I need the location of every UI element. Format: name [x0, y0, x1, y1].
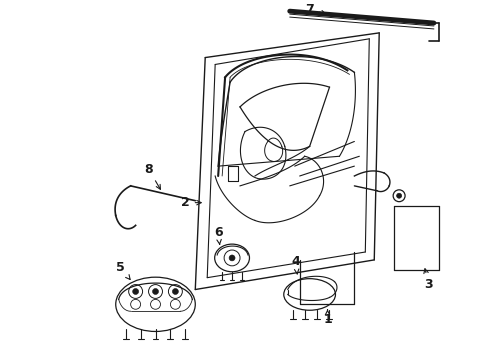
Text: 4: 4: [291, 255, 300, 274]
Text: 2: 2: [181, 196, 201, 209]
Text: 6: 6: [213, 226, 222, 244]
Text: 7: 7: [305, 3, 325, 16]
Text: 8: 8: [144, 163, 160, 189]
Text: 3: 3: [423, 269, 432, 291]
Circle shape: [172, 288, 178, 294]
Text: 5: 5: [116, 261, 130, 279]
Circle shape: [228, 255, 235, 261]
Circle shape: [396, 193, 401, 198]
Text: 1: 1: [323, 310, 331, 326]
Circle shape: [152, 288, 158, 294]
Circle shape: [132, 288, 138, 294]
